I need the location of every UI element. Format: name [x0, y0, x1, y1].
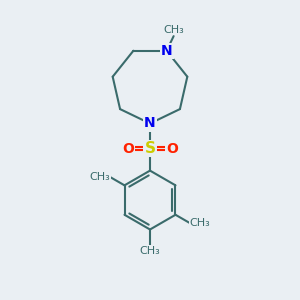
Text: CH₃: CH₃ [163, 25, 184, 35]
Text: CH₃: CH₃ [90, 172, 110, 182]
Text: O: O [122, 142, 134, 155]
Text: O: O [166, 142, 178, 155]
Text: N: N [144, 116, 156, 130]
Text: S: S [145, 141, 155, 156]
Text: N: N [161, 44, 172, 58]
Text: CH₃: CH₃ [140, 246, 160, 256]
Text: CH₃: CH₃ [190, 218, 210, 228]
